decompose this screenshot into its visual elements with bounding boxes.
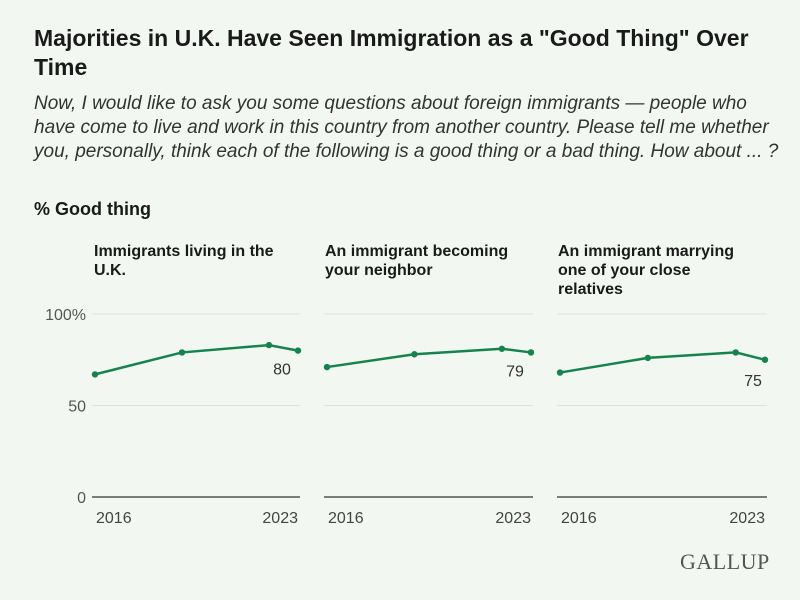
data-point	[91, 371, 99, 378]
data-point	[265, 341, 273, 349]
data-point	[498, 345, 506, 352]
panel-title-3: An immigrant marrying one of your close …	[558, 243, 735, 298]
x-tick-label: 2016	[328, 510, 364, 527]
data-point	[761, 356, 769, 363]
panel-title-2: An immigrant becoming your neighbor	[325, 243, 509, 279]
measure-label: % Good thing	[34, 199, 151, 219]
y-tick-label: 100%	[45, 307, 86, 324]
data-point	[411, 351, 418, 358]
series-line	[326, 347, 532, 369]
end-value-label: 75	[744, 373, 762, 390]
data-point	[294, 347, 302, 354]
panel-title-1: Immigrants living in the U.K.	[94, 243, 274, 279]
end-value-label: 79	[506, 363, 524, 380]
y-tick-label: 0	[77, 490, 86, 507]
data-point	[527, 349, 535, 356]
x-tick-label: 2023	[262, 510, 298, 527]
end-value-label: 80	[273, 362, 291, 379]
chart-subtitle: Now, I would like to ask you some questi…	[34, 93, 779, 162]
x-tick-label: 2016	[96, 510, 132, 527]
x-tick-label: 2023	[495, 510, 531, 527]
chart-title: Majorities in U.K. Have Seen Immigration…	[34, 25, 749, 80]
data-point	[556, 369, 564, 376]
series-line	[94, 343, 299, 376]
data-point	[644, 354, 652, 362]
data-point	[732, 349, 739, 356]
data-point	[178, 349, 186, 356]
y-tick-label: 50	[68, 399, 86, 416]
gallup-logo: GALLUP	[680, 549, 770, 574]
x-tick-label: 2016	[561, 510, 597, 527]
x-tick-label: 2023	[729, 510, 765, 527]
series-line	[559, 351, 766, 374]
data-point	[323, 363, 331, 371]
